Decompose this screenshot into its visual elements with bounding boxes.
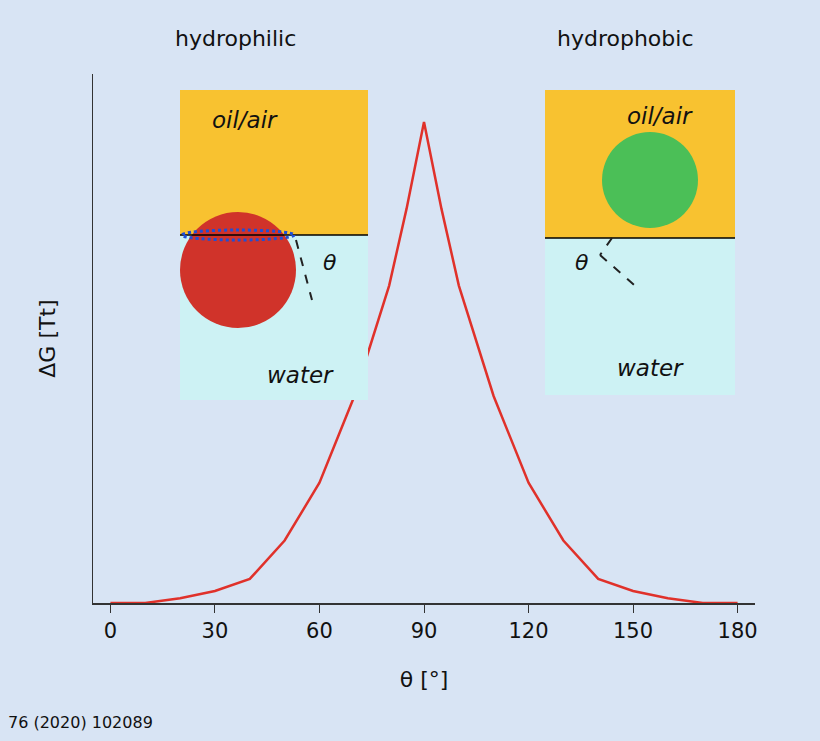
svg-text:hydrophilic: hydrophilic xyxy=(175,26,296,51)
svg-text:oil/air: oil/air xyxy=(212,107,278,133)
svg-text:76 (2020) 102089: 76 (2020) 102089 xyxy=(8,713,153,732)
svg-text:θ: θ xyxy=(323,250,337,275)
svg-text:θ: θ xyxy=(575,250,589,275)
svg-text:hydrophobic: hydrophobic xyxy=(557,26,694,51)
svg-text:180: 180 xyxy=(718,619,758,643)
svg-text:oil/air: oil/air xyxy=(627,103,693,129)
svg-text:60: 60 xyxy=(306,619,333,643)
svg-text:150: 150 xyxy=(613,619,653,643)
svg-text:water: water xyxy=(267,362,334,388)
svg-text:90: 90 xyxy=(411,619,438,643)
svg-text:120: 120 xyxy=(508,619,548,643)
svg-text:θ [°]: θ [°] xyxy=(400,667,449,692)
svg-text:30: 30 xyxy=(202,619,229,643)
svg-text:0: 0 xyxy=(104,619,117,643)
svg-text:water: water xyxy=(617,355,684,381)
svg-text:ΔG [Tt]: ΔG [Tt] xyxy=(35,299,60,377)
